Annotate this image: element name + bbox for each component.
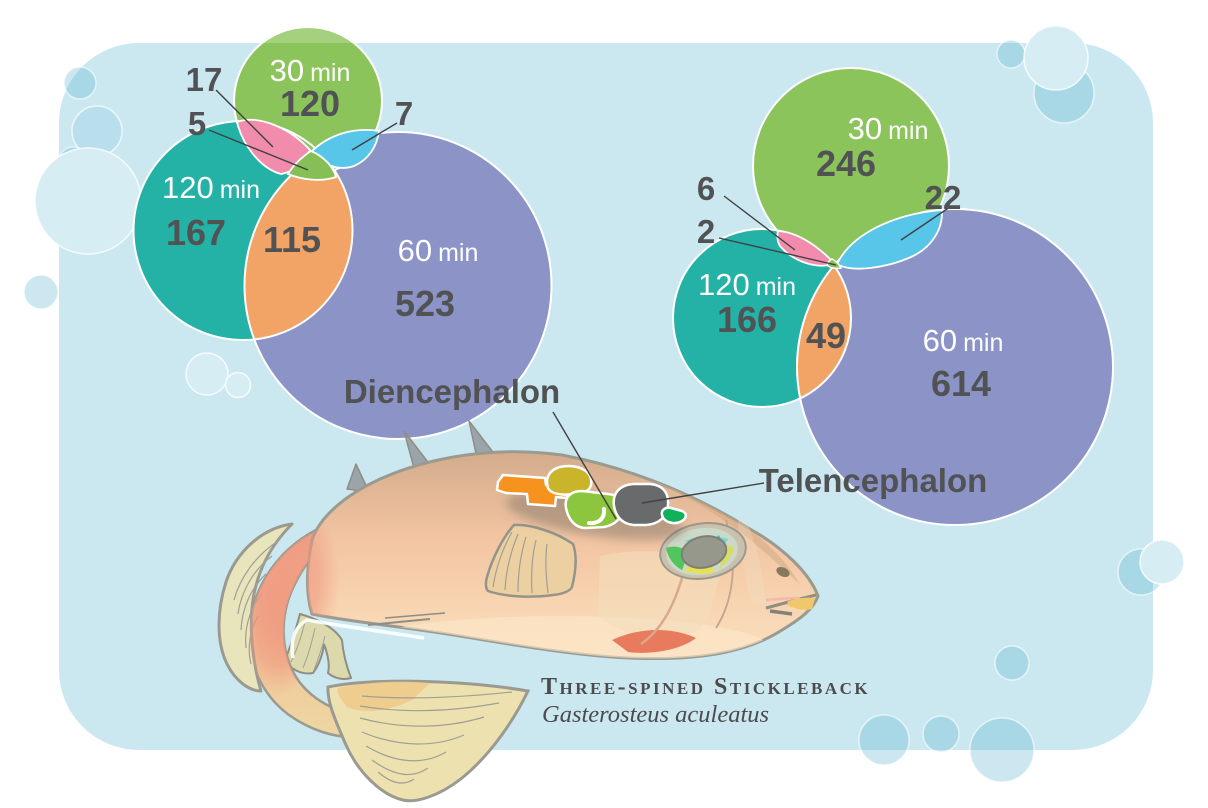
svg-text:7: 7: [395, 95, 413, 132]
svg-text:Diencephalon: Diencephalon: [344, 373, 560, 410]
svg-text:2: 2: [697, 213, 715, 250]
svg-text:115: 115: [263, 219, 321, 260]
svg-text:Telencephalon: Telencephalon: [759, 462, 988, 499]
svg-text:523: 523: [395, 283, 455, 324]
svg-text:49: 49: [806, 315, 846, 356]
svg-text:167: 167: [166, 212, 226, 253]
svg-text:22: 22: [925, 179, 962, 216]
svg-text:Gasterosteus aculeatus: Gasterosteus aculeatus: [542, 701, 769, 728]
svg-text:614: 614: [931, 363, 991, 404]
svg-text:5: 5: [188, 105, 206, 142]
svg-text:120: 120: [280, 83, 340, 124]
svg-text:Three-spined Stickleback: Three-spined Stickleback: [541, 674, 870, 700]
svg-text:6: 6: [697, 170, 715, 207]
svg-text:17: 17: [186, 61, 223, 98]
svg-text:246: 246: [816, 143, 876, 184]
svg-text:166: 166: [717, 299, 777, 340]
